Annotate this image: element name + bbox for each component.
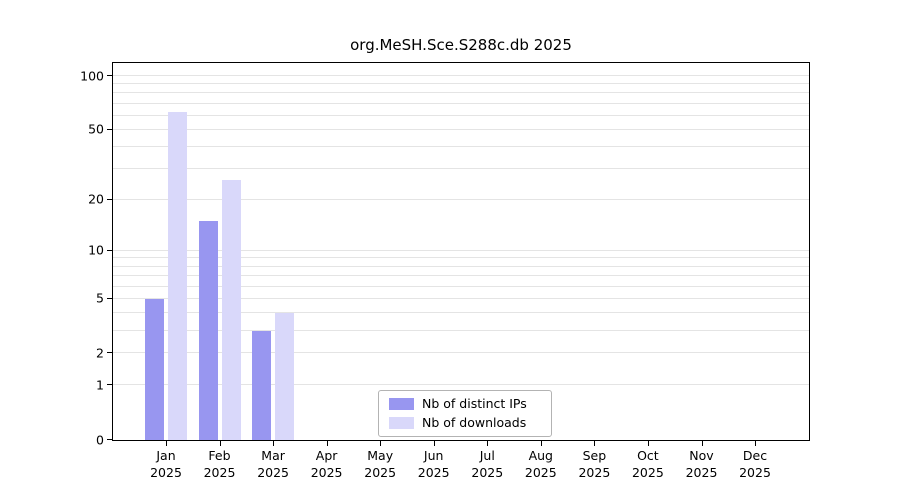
y-tick <box>107 439 113 440</box>
x-tick-label: Dec 2025 <box>739 448 771 480</box>
x-tick-label: Nov 2025 <box>685 448 718 480</box>
x-tick <box>647 440 649 446</box>
gridline <box>113 352 809 354</box>
legend: Nb of distinct IPs Nb of downloads <box>378 390 552 437</box>
gridline <box>113 83 809 85</box>
gridline <box>113 384 809 386</box>
x-tick <box>487 440 489 446</box>
x-tick-label: Mar 2025 <box>257 448 289 480</box>
gridline <box>113 275 809 276</box>
legend-item-downloads: Nb of downloads <box>389 414 541 430</box>
x-tick <box>594 440 596 446</box>
x-tick-label: Feb 2025 <box>203 448 236 480</box>
x-tick-label: Oct 2025 <box>631 448 664 480</box>
x-tick-label: May 2025 <box>364 448 397 480</box>
y-tick <box>107 75 113 76</box>
bar-distinct-ips <box>252 330 272 440</box>
y-tick <box>107 384 113 386</box>
y-tick <box>107 198 113 200</box>
legend-swatch-distinct-ips <box>389 398 414 411</box>
legend-item-distinct-ips: Nb of distinct IPs <box>389 396 541 411</box>
x-tick <box>380 440 382 446</box>
gridline <box>113 92 809 94</box>
x-tick-label: Sep 2025 <box>578 448 611 480</box>
y-tick <box>107 352 113 354</box>
legend-label-distinct-ips: Nb of distinct IPs <box>422 396 527 411</box>
gridline <box>113 75 809 76</box>
y-tick-label: 1 <box>96 377 104 393</box>
gridline <box>113 297 809 299</box>
x-tick <box>326 440 328 446</box>
y-tick-label: 20 <box>88 191 104 207</box>
chart-title: org.MeSH.Sce.S288c.db 2025 <box>350 36 572 54</box>
y-tick-label: 2 <box>96 345 104 361</box>
bar-downloads <box>221 180 241 440</box>
gridline <box>113 114 809 116</box>
legend-swatch-downloads <box>389 416 414 429</box>
x-tick <box>701 440 703 446</box>
x-tick <box>273 440 275 446</box>
y-tick <box>107 249 113 251</box>
x-tick-label: Jul 2025 <box>471 448 504 480</box>
x-tick <box>755 440 756 446</box>
bar-downloads <box>168 112 187 440</box>
x-tick-label: Jan 2025 <box>150 448 182 480</box>
y-tick-label: 50 <box>88 121 104 137</box>
x-tick <box>433 440 435 446</box>
x-tick-label: Jun 2025 <box>417 448 450 480</box>
gridline <box>113 285 809 287</box>
gridline <box>113 146 809 148</box>
y-tick <box>107 128 113 130</box>
gridline <box>113 265 809 267</box>
bar-downloads <box>275 313 295 440</box>
legend-label-downloads: Nb of downloads <box>422 414 527 430</box>
plot-area: 0 1 2 5 10 20 50 100 Jan 2025 Feb 2025 Mar 2025 Apr 202… <box>80 62 810 480</box>
gridline <box>113 257 809 259</box>
gridline <box>113 128 809 130</box>
gridline <box>113 198 809 200</box>
gridline <box>113 102 809 104</box>
gridline <box>113 312 809 314</box>
y-tick-label: 5 <box>96 290 104 306</box>
x-tick <box>166 440 167 446</box>
y-tick-label: 0 <box>96 431 104 447</box>
x-tick-label: Aug 2025 <box>524 448 557 480</box>
gridline <box>113 168 809 170</box>
bar-distinct-ips <box>198 221 218 440</box>
y-tick <box>107 297 113 299</box>
gridline <box>113 329 809 331</box>
y-tick-label: 10 <box>88 242 104 258</box>
y-tick-label: 100 <box>80 67 104 83</box>
gridline <box>113 249 809 251</box>
x-tick <box>540 440 542 446</box>
bar-distinct-ips <box>145 298 164 440</box>
x-tick <box>219 440 221 446</box>
x-tick-label: Apr 2025 <box>310 448 343 480</box>
